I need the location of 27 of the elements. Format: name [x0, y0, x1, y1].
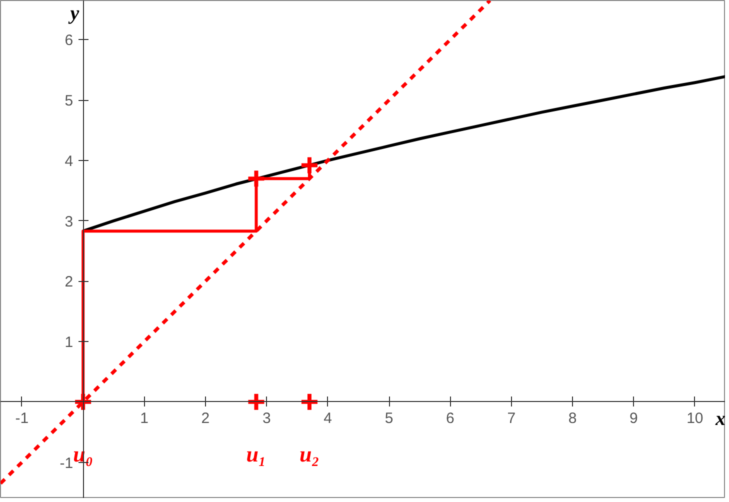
annotation: u₁	[246, 441, 266, 466]
x-tick-label: 9	[630, 410, 638, 427]
x-tick-label: 6	[446, 410, 454, 427]
y-tick-label: 2	[64, 274, 74, 291]
point	[299, 392, 320, 412]
x-tick-label: 7	[507, 410, 516, 427]
y-axis-title: y	[68, 2, 80, 24]
x-tick-label: 4	[324, 410, 332, 427]
x-tick-label: -1	[15, 410, 29, 427]
x-tick-label: 1	[140, 410, 148, 427]
annotation: u₂	[300, 441, 320, 466]
x-tick-label: 10	[686, 410, 704, 427]
x-axis-title: x	[714, 408, 726, 430]
point	[299, 155, 320, 176]
point	[73, 392, 94, 412]
x-tick-label: 2	[201, 410, 210, 427]
x-tick-label: 8	[568, 410, 577, 427]
y-tick-label: 6	[64, 32, 74, 50]
x-tick-label: 5	[384, 410, 394, 427]
y-tick-label: 1	[64, 334, 74, 352]
y-tick-label: 3	[64, 213, 74, 230]
y-tick-label: 4	[64, 152, 74, 170]
point	[246, 392, 266, 412]
y-tick-label: -1	[60, 454, 74, 472]
point	[246, 168, 266, 189]
y-tick-label: 5	[64, 92, 74, 110]
x-tick-label: 3	[262, 410, 271, 427]
